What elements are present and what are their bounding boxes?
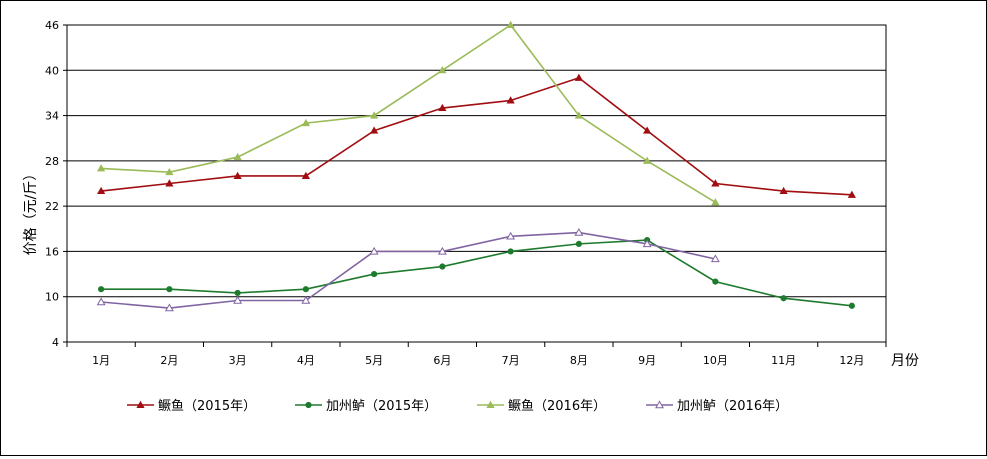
x-tick-label: 5月 xyxy=(365,354,383,367)
x-tick-label: 1月 xyxy=(92,354,110,367)
legend-marker xyxy=(486,400,495,409)
data-point xyxy=(506,96,515,104)
y-tick-label: 22 xyxy=(45,200,59,213)
data-point xyxy=(710,254,720,263)
legend-label: 加州鲈（2016年） xyxy=(677,399,788,414)
x-tick-label: 3月 xyxy=(229,354,247,367)
data-point xyxy=(165,179,174,187)
x-tick-label: 12月 xyxy=(839,354,864,367)
x-tick-label: 10月 xyxy=(703,354,728,367)
data-point xyxy=(506,20,515,29)
data-point xyxy=(165,167,174,176)
data-point xyxy=(302,286,309,293)
series-4 xyxy=(96,227,720,312)
data-point xyxy=(301,171,310,179)
data-point xyxy=(233,295,243,304)
legend-label: 加州鲈（2015年） xyxy=(326,399,437,414)
y-tick-label: 4 xyxy=(52,336,59,349)
data-point xyxy=(439,263,446,270)
data-point xyxy=(643,126,652,134)
y-tick-label: 28 xyxy=(45,155,59,168)
series-line xyxy=(101,239,852,307)
y-axis: 4 10 16 22 28 34 40 46 xyxy=(45,19,67,349)
data-point xyxy=(370,111,379,119)
series-2 xyxy=(98,237,855,309)
y-tick-label: 16 xyxy=(45,245,59,258)
plot-area-border xyxy=(66,24,887,343)
data-point xyxy=(847,190,856,198)
legend-marker xyxy=(136,400,145,409)
data-point xyxy=(848,302,855,309)
data-point xyxy=(234,289,241,297)
data-point xyxy=(574,73,583,81)
data-point xyxy=(96,297,106,306)
y-axis-title: 价格（元/斤） xyxy=(23,167,39,256)
legend: 鳜鱼（2015年） 加州鲈（2015年） 鳜鱼（2016年） 加州鲈（2016年） xyxy=(127,398,788,414)
data-point xyxy=(98,286,105,293)
series-line xyxy=(101,23,716,204)
data-point xyxy=(438,66,447,74)
data-point xyxy=(369,246,379,255)
x-tick-label: 7月 xyxy=(502,354,520,367)
x-tick-label: 6月 xyxy=(433,354,451,367)
x-axis: 1月 2月 3月 4月 5月 6月 7月 8月 9月 10月 11月 12月 xyxy=(66,342,887,367)
x-tick-label: 9月 xyxy=(638,354,656,367)
x-tick-label: 4月 xyxy=(297,354,315,367)
data-point xyxy=(711,179,720,187)
data-point xyxy=(233,171,242,179)
data-point xyxy=(166,286,173,293)
data-point xyxy=(371,270,378,278)
y-tick-label: 10 xyxy=(45,291,59,304)
data-point xyxy=(712,278,719,285)
data-point xyxy=(575,240,582,247)
x-tick-label: 2月 xyxy=(160,354,178,367)
data-point xyxy=(574,111,583,119)
series-1 xyxy=(97,73,856,198)
x-tick-label: 8月 xyxy=(570,354,588,367)
legend-marker xyxy=(655,400,664,409)
data-point xyxy=(711,198,720,206)
data-point xyxy=(780,295,787,302)
data-point xyxy=(574,227,584,236)
data-point xyxy=(164,303,174,312)
series-line xyxy=(101,231,716,309)
data-point xyxy=(507,248,514,255)
data-point xyxy=(233,152,242,161)
data-point xyxy=(437,246,447,255)
y-tick-label: 34 xyxy=(45,110,59,123)
data-point xyxy=(301,295,311,304)
data-point xyxy=(438,103,447,112)
series-lines xyxy=(96,20,856,312)
data-point xyxy=(97,164,106,172)
gridlines xyxy=(67,69,886,298)
legend-label: 鳜鱼（2016年） xyxy=(508,398,606,414)
x-axis-title: 月份 xyxy=(891,353,919,369)
data-point xyxy=(97,186,106,195)
data-point xyxy=(643,156,652,164)
data-point xyxy=(301,118,310,127)
legend-label: 鳜鱼（2015年） xyxy=(158,398,256,414)
series-line xyxy=(101,76,852,196)
data-point xyxy=(779,186,788,195)
data-point xyxy=(506,231,516,240)
data-point xyxy=(642,239,652,248)
series-3 xyxy=(97,20,720,206)
data-point xyxy=(370,126,379,134)
legend-marker xyxy=(305,401,312,409)
y-tick-label: 40 xyxy=(45,64,59,77)
y-tick-label: 46 xyxy=(45,19,59,32)
x-tick-label: 11月 xyxy=(771,354,796,367)
